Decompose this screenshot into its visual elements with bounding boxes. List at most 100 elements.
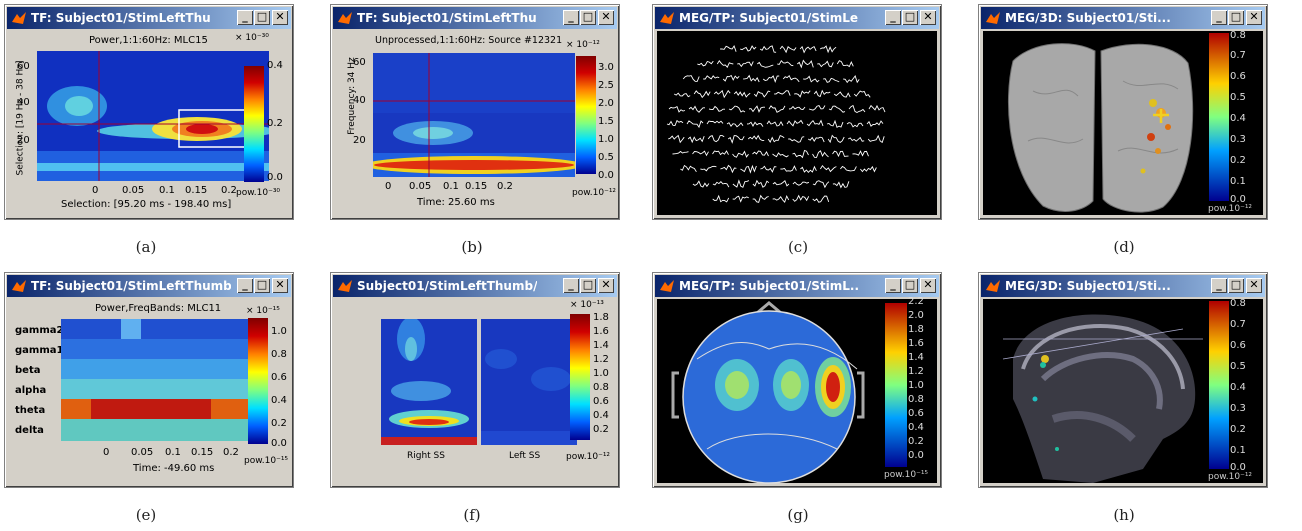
sensor-trace (688, 105, 705, 113)
y-tick: 40 (17, 97, 30, 108)
close-button[interactable]: ✕ (598, 10, 614, 25)
content: Right SS Left SS (335, 299, 615, 483)
colorbar-tick: 0.4 (267, 60, 283, 71)
caption: (e) (135, 506, 157, 524)
titlebar[interactable]: TF: Subject01/StimLeftThum... _ □ ✕ (333, 7, 617, 29)
brain-3d-view[interactable] (983, 31, 1263, 215)
close-button[interactable]: ✕ (1246, 10, 1262, 25)
exponent-label: × 10⁻¹² (566, 40, 600, 50)
plot-header: Power,1:1:60Hz: MLC15 (89, 35, 208, 46)
caption: (h) (1113, 506, 1135, 524)
maximize-button[interactable]: □ (1228, 278, 1244, 293)
minimize-button[interactable]: _ (237, 10, 253, 25)
colorbar-tick: 0.2 (908, 436, 924, 447)
matlab-icon (986, 280, 1000, 292)
sensor-trace (792, 149, 809, 159)
sensor-trace (772, 152, 789, 158)
colorbar-tick: 0.6 (593, 396, 609, 407)
close-button[interactable]: ✕ (598, 278, 614, 293)
right-ss-heatmap[interactable] (381, 319, 477, 445)
topography-map[interactable] (657, 299, 937, 484)
colorbar-tick: 1.0 (598, 134, 614, 145)
sensor-trace (782, 74, 800, 83)
sensor-trace (752, 179, 770, 188)
sensor-trace (832, 150, 849, 158)
window-title: TF: Subject01/StimLeftThumb/ERP/Pow... (31, 279, 231, 293)
tf-heatmap[interactable] (37, 51, 269, 181)
minimize-button[interactable]: _ (563, 278, 579, 293)
band-heatmap[interactable] (61, 319, 263, 441)
time-footer: Time: 25.60 ms (417, 197, 495, 208)
maximize-button[interactable]: □ (902, 10, 918, 25)
matlab-icon (12, 12, 26, 24)
sensor-trace (680, 164, 697, 173)
sensor-trace (812, 195, 830, 203)
window-d: MEG/3D: Subject01/Sti... _ □ ✕ (978, 4, 1268, 220)
maximize-button[interactable]: □ (902, 278, 918, 293)
sensor-trace (720, 164, 737, 174)
sensor-trace (772, 194, 790, 203)
minimize-button[interactable]: _ (563, 10, 579, 25)
sensor-trace (746, 121, 764, 127)
colorbar-unit: pow.10⁻³⁰ (236, 188, 281, 198)
band-label: beta (15, 365, 41, 376)
close-button[interactable]: ✕ (272, 10, 288, 25)
sensor-trace (757, 61, 774, 68)
sensor-trace (720, 44, 737, 52)
sensor-trace (840, 165, 857, 172)
titlebar[interactable]: TF: Subject01/StimLeftThumb/ERP/Pow... _… (7, 275, 291, 297)
colorbar-tick: 0.0 (267, 172, 283, 183)
sensor-trace (806, 119, 824, 127)
minimize-button[interactable]: _ (1211, 278, 1227, 293)
close-button[interactable]: ✕ (1246, 278, 1262, 293)
left-ss-heatmap[interactable] (481, 319, 577, 445)
close-button[interactable]: ✕ (920, 10, 936, 25)
sensor-trace (792, 181, 810, 186)
sensor-trace (848, 104, 866, 114)
colorbar (576, 56, 596, 174)
window-b: TF: Subject01/StimLeftThum... _ □ ✕ Unpr… (330, 4, 620, 220)
colorbar (248, 318, 268, 444)
close-button[interactable]: ✕ (272, 278, 288, 293)
minimize-button[interactable]: _ (237, 278, 253, 293)
head-topography (671, 301, 865, 484)
colorbar-tick: 0.8 (593, 382, 609, 393)
sensor-trace (813, 89, 831, 98)
tf-heatmap[interactable] (373, 53, 575, 177)
sensor-topography[interactable] (657, 31, 937, 215)
colorbar-unit: pow.10⁻¹⁵ (884, 470, 929, 480)
maximize-button[interactable]: □ (254, 278, 270, 293)
colorbar-tick: 0.4 (593, 410, 609, 421)
titlebar[interactable]: MEG/3D: Subject01/Sti... _ □ ✕ (981, 275, 1265, 297)
titlebar[interactable]: Subject01/StimLeftThumb/E... _ □ ✕ (333, 275, 617, 297)
maximize-button[interactable]: □ (580, 278, 596, 293)
minimize-button[interactable]: _ (1211, 10, 1227, 25)
mri-3d-view[interactable] (983, 299, 1263, 483)
maximize-button[interactable]: □ (254, 10, 270, 25)
titlebar[interactable]: TF: Subject01/StimLeftThumb/ERP _ □ ✕ (7, 7, 291, 29)
sensor-trace (760, 165, 777, 173)
titlebar[interactable]: MEG/TP: Subject01/StimLe... _ □ ✕ (655, 7, 939, 29)
maximize-button[interactable]: □ (1228, 10, 1244, 25)
minimize-button[interactable]: _ (885, 278, 901, 293)
window-h: MEG/3D: Subject01/Sti... _ □ ✕ (978, 272, 1268, 488)
time-footer: Time: -49.60 ms (133, 463, 215, 474)
selection-footer: Selection: [95.20 ms - 198.40 ms] (61, 199, 232, 210)
colorbar-tick: 1.0 (271, 326, 287, 337)
content: Unprocessed,1:1:60Hz: Source #12321 Freq… (335, 31, 615, 215)
close-button[interactable]: ✕ (920, 278, 936, 293)
x-tick: 0.2 (497, 181, 513, 192)
sensor-trace (800, 165, 817, 173)
sensor-trace (803, 75, 820, 83)
x-tick: 0 (103, 447, 110, 458)
titlebar[interactable]: MEG/3D: Subject01/Sti... _ □ ✕ (981, 7, 1265, 29)
colorbar-tick: 0.5 (1230, 92, 1246, 103)
sensor-trace (712, 181, 730, 188)
minimize-button[interactable]: _ (885, 10, 901, 25)
sensor-trace (833, 91, 851, 98)
plot-header: Unprocessed,1:1:60Hz: Source #12321 (375, 35, 563, 46)
colorbar-tick: 0.1 (1230, 176, 1246, 187)
maximize-button[interactable]: □ (580, 10, 596, 25)
y-tick: 40 (353, 95, 366, 106)
titlebar[interactable]: MEG/TP: Subject01/StimL... _ □ ✕ (655, 275, 939, 297)
